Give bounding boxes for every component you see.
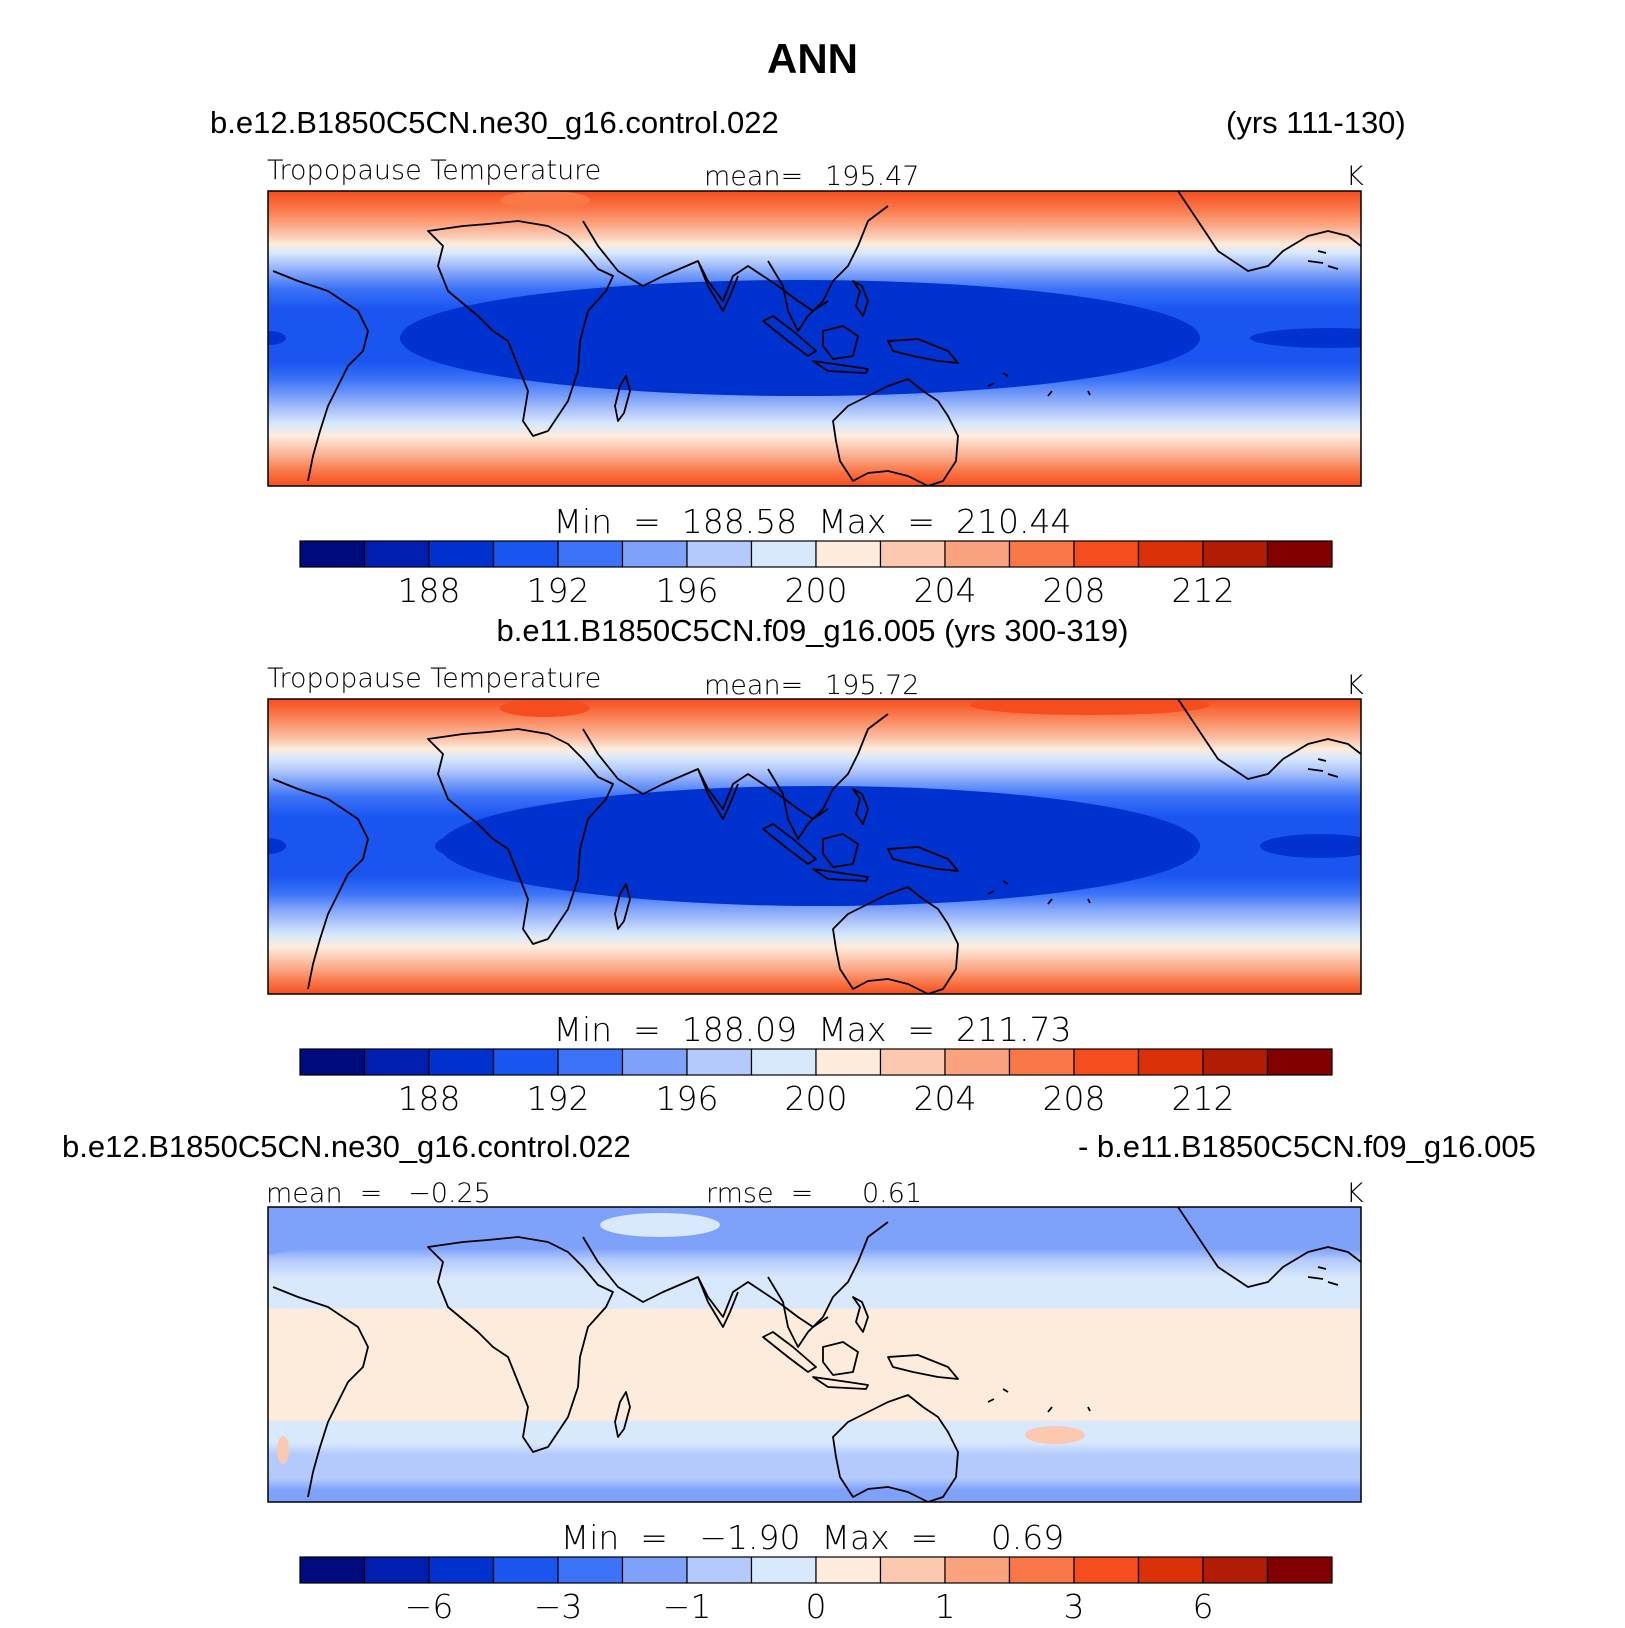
panel3-rmse-value: 0.61 (862, 1178, 923, 1209)
panel2-mean-value: 195.72 (825, 670, 920, 701)
colorbar-cell (363, 540, 430, 568)
colorbar-tick-label: −3 (534, 1587, 583, 1626)
colorbar-cell (557, 1048, 624, 1076)
colorbar-tick-label: −1 (663, 1587, 712, 1626)
colorbar-cell (879, 540, 946, 568)
colorbar-cell (492, 1556, 559, 1584)
panel1-minmax: Min = 188.58 Max = 210.44 (553, 502, 1072, 541)
colorbar-tick-label: 200 (785, 1079, 848, 1118)
colorbar-cell (1202, 540, 1269, 568)
colorbar-cell (1266, 1556, 1333, 1584)
colorbar-cell (815, 1556, 882, 1584)
colorbar-tick-label: 200 (785, 571, 848, 610)
panel2-minmax: Min = 188.09 Max = 211.73 (553, 1010, 1072, 1049)
colorbar-cell (621, 1556, 688, 1584)
panel2-field-label: Tropopause Temperature (267, 663, 602, 694)
colorbar-panel2: 188 192 196 200 204 208 212 (299, 1048, 1333, 1118)
colorbar-cell (944, 1556, 1011, 1584)
colorbar-cell (750, 1048, 817, 1076)
colorbar-tick-label: 196 (656, 571, 719, 610)
panel1-mean-label: mean= (704, 161, 804, 192)
panel1-units: K (1346, 161, 1364, 192)
colorbar-cell (1073, 1556, 1140, 1584)
panel2-case-title: b.e11.B1850C5CN.f09_g16.005 (yrs 300-319… (496, 613, 1129, 648)
colorbar-panel3: −6 −3 −1 0 1 3 6 (299, 1556, 1333, 1626)
colorbar-tick-label: 192 (527, 571, 590, 610)
panel1-years-label: (yrs 111-130) (1226, 105, 1406, 140)
colorbar-cell (1202, 1048, 1269, 1076)
colorbar-cell (879, 1556, 946, 1584)
colorbar-tick-label: 1 (935, 1587, 956, 1626)
colorbar-cell (428, 540, 495, 568)
colorbar-cell (428, 1048, 495, 1076)
colorbar-cell (944, 1048, 1011, 1076)
colorbar-cell (1137, 1556, 1204, 1584)
colorbar-tick-label: 0 (806, 1587, 827, 1626)
colorbar-cell (557, 1556, 624, 1584)
colorbar-cell (299, 540, 366, 568)
colorbar-tick-label: 212 (1172, 571, 1235, 610)
colorbar-tick-label: 208 (1043, 1079, 1106, 1118)
colorbar-tick-label: 188 (398, 571, 461, 610)
panel3-mean-label: mean = −0.25 (266, 1178, 491, 1209)
colorbar-cell (1137, 1048, 1204, 1076)
colorbar-cell (363, 1048, 430, 1076)
colorbar-cell (815, 1048, 882, 1076)
colorbar-tick-label: 188 (398, 1079, 461, 1118)
colorbar-cell (363, 1556, 430, 1584)
colorbar-panel1: 188 192 196 200 204 208 212 (299, 540, 1333, 610)
colorbar-cell (686, 540, 753, 568)
colorbar-cell (299, 1556, 366, 1584)
colorbar-cell (1073, 1048, 1140, 1076)
panel2-units: K (1346, 670, 1364, 701)
colorbar-cell (621, 540, 688, 568)
panel1-mean-value: 195.47 (825, 161, 920, 192)
colorbar-cell (879, 1048, 946, 1076)
panel3-units: K (1346, 1178, 1364, 1209)
panel3-minmax: Min = −1.90 Max = 0.69 (560, 1518, 1065, 1557)
panel3-rmse-label: rmse = (706, 1178, 814, 1209)
colorbar-cell (1137, 540, 1204, 568)
colorbar-tick-label: 196 (656, 1079, 719, 1118)
page-title: ANN (767, 35, 858, 82)
panel2-mean-label: mean= (704, 670, 804, 701)
colorbar-tick-label: −6 (405, 1587, 454, 1626)
colorbar-cell (492, 540, 559, 568)
colorbar-cell (944, 540, 1011, 568)
colorbar-tick-label: 192 (527, 1079, 590, 1118)
colorbar-tick-label: 208 (1043, 571, 1106, 610)
colorbar-cell (621, 1048, 688, 1076)
colorbar-cell (750, 1556, 817, 1584)
colorbar-cell (815, 540, 882, 568)
panel2-map (267, 698, 1362, 995)
colorbar-cell (428, 1556, 495, 1584)
colorbar-cell (1073, 540, 1140, 568)
colorbar-cell (1008, 540, 1075, 568)
colorbar-tick-label: 204 (914, 571, 977, 610)
panel1-field-label: Tropopause Temperature (267, 155, 602, 186)
panel1-map (267, 190, 1362, 487)
colorbar-cell (1008, 1048, 1075, 1076)
colorbar-tick-label: 212 (1172, 1079, 1235, 1118)
panel3-case-subtracted: - b.e11.B1850C5CN.f09_g16.005 (1078, 1129, 1536, 1164)
colorbar-tick-label: 3 (1064, 1587, 1085, 1626)
colorbar-cell (686, 1556, 753, 1584)
panel1-case-title: b.e12.B1850C5CN.ne30_g16.control.022 (210, 105, 779, 140)
colorbar-cell (1202, 1556, 1269, 1584)
colorbar-cell (1008, 1556, 1075, 1584)
colorbar-cell (492, 1048, 559, 1076)
panel3-map (267, 1206, 1362, 1503)
colorbar-cell (1266, 540, 1333, 568)
colorbar-tick-label: 6 (1193, 1587, 1214, 1626)
panel3-case-title: b.e12.B1850C5CN.ne30_g16.control.022 (62, 1129, 631, 1164)
colorbar-cell (750, 540, 817, 568)
colorbar-tick-label: 204 (914, 1079, 977, 1118)
colorbar-cell (1266, 1048, 1333, 1076)
colorbar-cell (686, 1048, 753, 1076)
colorbar-cell (299, 1048, 366, 1076)
colorbar-cell (557, 540, 624, 568)
